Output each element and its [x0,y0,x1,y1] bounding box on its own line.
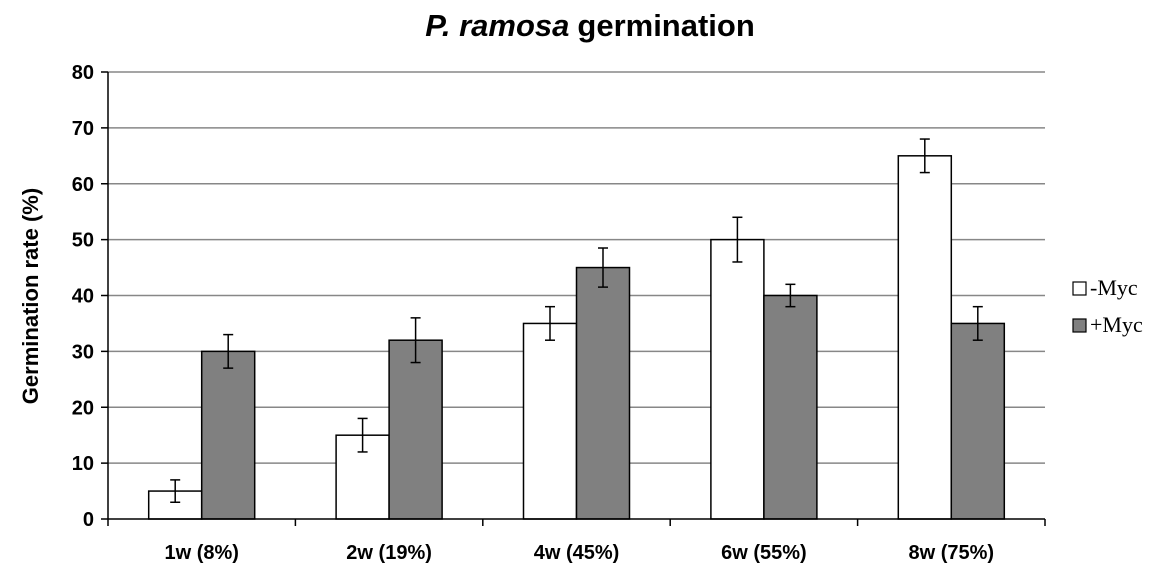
chart-title: P. ramosa germination [425,8,755,43]
legend-swatch [1072,281,1087,296]
y-tick-label: 50 [72,230,94,252]
y-tick-labels: 0 10 20 30 40 50 60 70 80 [72,62,94,531]
bar [950,322,1006,520]
bar [388,339,443,520]
x-tick-label: 6w (55%) [721,542,807,564]
x-tick-label: 1w (8%) [164,542,238,564]
error-bars [170,138,983,503]
y-tick-label: 20 [72,397,94,419]
bar [522,322,578,520]
bar [897,155,953,520]
legend-label: +Myc [1090,312,1143,337]
y-tick-label: 0 [83,509,94,531]
axes [107,72,1046,526]
bar [710,238,765,520]
y-tick-label: 10 [72,453,94,475]
bar [763,294,818,520]
legend: -Myc +Myc [1072,275,1143,337]
y-tick-label: 60 [72,174,94,196]
y-tick-label: 40 [72,286,94,308]
y-axis-label: Germination rate (%) [18,188,43,404]
x-tick-label: 4w (45%) [534,542,620,564]
legend-label: -Myc [1090,275,1138,300]
x-tick-labels: 1w (8%) 2w (19%) 4w (45%) 6w (55%) 8w (75%) [164,542,994,564]
bar [200,350,256,520]
x-tick-label: 2w (19%) [346,542,432,564]
bar [575,266,631,520]
y-tick-label: 30 [72,341,94,363]
x-tick-label: 8w (75%) [909,542,995,564]
chart-title-italic: P. ramosa [425,8,569,43]
y-tick-label: 70 [72,118,94,140]
legend-swatch [1072,318,1087,333]
chart-title-regular: germination [577,8,754,43]
bars [147,155,1006,520]
y-tick-label: 80 [72,62,94,84]
